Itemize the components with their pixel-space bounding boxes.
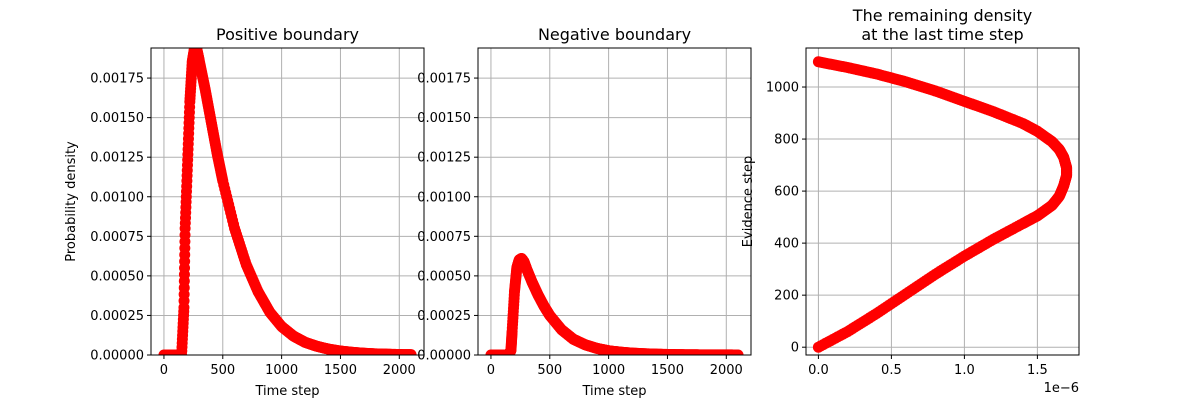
- positive-y-tick-label-0: 0.00000: [90, 349, 144, 364]
- positive-y-tick-label-1: 0.00025: [90, 309, 144, 324]
- negative-y-tick-label-2: 0.00050: [417, 269, 471, 284]
- positive-y-tick-label-7: 0.00175: [90, 72, 144, 87]
- negative-data-point: [732, 349, 744, 355]
- negative-axes-frame: [477, 47, 752, 356]
- remaining-x-offset-label: 1e−6: [1044, 381, 1079, 396]
- negative-y-tick-label-0: 0.00000: [417, 349, 471, 364]
- negative-y-tick-label-7: 0.00175: [417, 72, 471, 87]
- remaining-x-tick-label-3: 1.5: [1027, 363, 1048, 378]
- positive-y-tick-label-2: 0.00050: [90, 269, 144, 284]
- remaining-x-tick-label-0: 0.0: [808, 363, 829, 378]
- negative-y-tick-label-3: 0.00075: [417, 230, 471, 245]
- remaining-y-axis-label: Evidence step: [741, 156, 756, 247]
- positive-y-tick-label-6: 0.00150: [90, 111, 144, 126]
- negative-x-tick-label-0: 0: [487, 363, 495, 378]
- positive-boundary-panel: 0 500 1000 1500 2000 0.00000 0.00025 0.00050 0.0…: [64, 25, 425, 399]
- negative-data-points: [485, 252, 744, 355]
- negative-x-tick-label-2: 1000: [592, 363, 625, 378]
- negative-x-tick-label-3: 1500: [651, 363, 684, 378]
- remaining-y-tick-label-5: 1000: [766, 81, 799, 96]
- positive-x-axis-label: Time step: [254, 384, 319, 399]
- positive-title: Positive boundary: [216, 25, 359, 44]
- positive-x-tick-label-1: 500: [210, 363, 235, 378]
- positive-data-points: [158, 48, 417, 355]
- negative-boundary-panel: 0 500 1000 1500 2000 0.00000 0.00025 0.00050 0.0…: [417, 25, 752, 399]
- positive-x-tick-label-0: 0: [160, 363, 168, 378]
- positive-y-tick-label-3: 0.00075: [90, 230, 144, 245]
- positive-x-tick-label-4: 2000: [383, 363, 416, 378]
- negative-x-tick-label-1: 500: [537, 363, 562, 378]
- positive-x-tick-label-3: 1500: [324, 363, 357, 378]
- remaining-title-line-2: at the last time step: [861, 25, 1023, 44]
- remaining-density-panel: 0.0 0.5 1.0 1.5 0 200 400 600 800 1000 The remaini…: [741, 6, 1080, 396]
- positive-y-tick-label-4: 0.00100: [90, 190, 144, 205]
- negative-title: Negative boundary: [538, 25, 691, 44]
- negative-y-tick-label-4: 0.00100: [417, 190, 471, 205]
- remaining-x-tick-label-2: 1.0: [954, 363, 975, 378]
- remaining-data-points: [812, 56, 1073, 353]
- negative-y-tick-label-6: 0.00150: [417, 111, 471, 126]
- remaining-data-point: [812, 56, 824, 68]
- negative-x-axis-label: Time step: [581, 384, 646, 399]
- positive-y-tick-label-5: 0.00125: [90, 151, 144, 166]
- positive-data-point: [405, 349, 417, 355]
- negative-y-tick-label-1: 0.00025: [417, 309, 471, 324]
- negative-y-tick-label-5: 0.00125: [417, 151, 471, 166]
- positive-x-tick-label-2: 1000: [265, 363, 298, 378]
- remaining-y-tick-label-1: 200: [774, 289, 799, 304]
- remaining-title-line-1: The remaining density: [852, 6, 1032, 25]
- remaining-y-tick-label-0: 0: [791, 341, 799, 356]
- positive-y-axis-label: Probability density: [64, 141, 79, 262]
- remaining-y-tick-label-4: 800: [774, 133, 799, 148]
- negative-x-tick-label-4: 2000: [710, 363, 743, 378]
- remaining-y-tick-label-3: 600: [774, 185, 799, 200]
- remaining-x-tick-label-1: 0.5: [881, 363, 902, 378]
- remaining-y-tick-label-2: 400: [774, 237, 799, 252]
- remaining-axes-frame: [805, 47, 1080, 356]
- positive-axes-frame: [150, 47, 425, 356]
